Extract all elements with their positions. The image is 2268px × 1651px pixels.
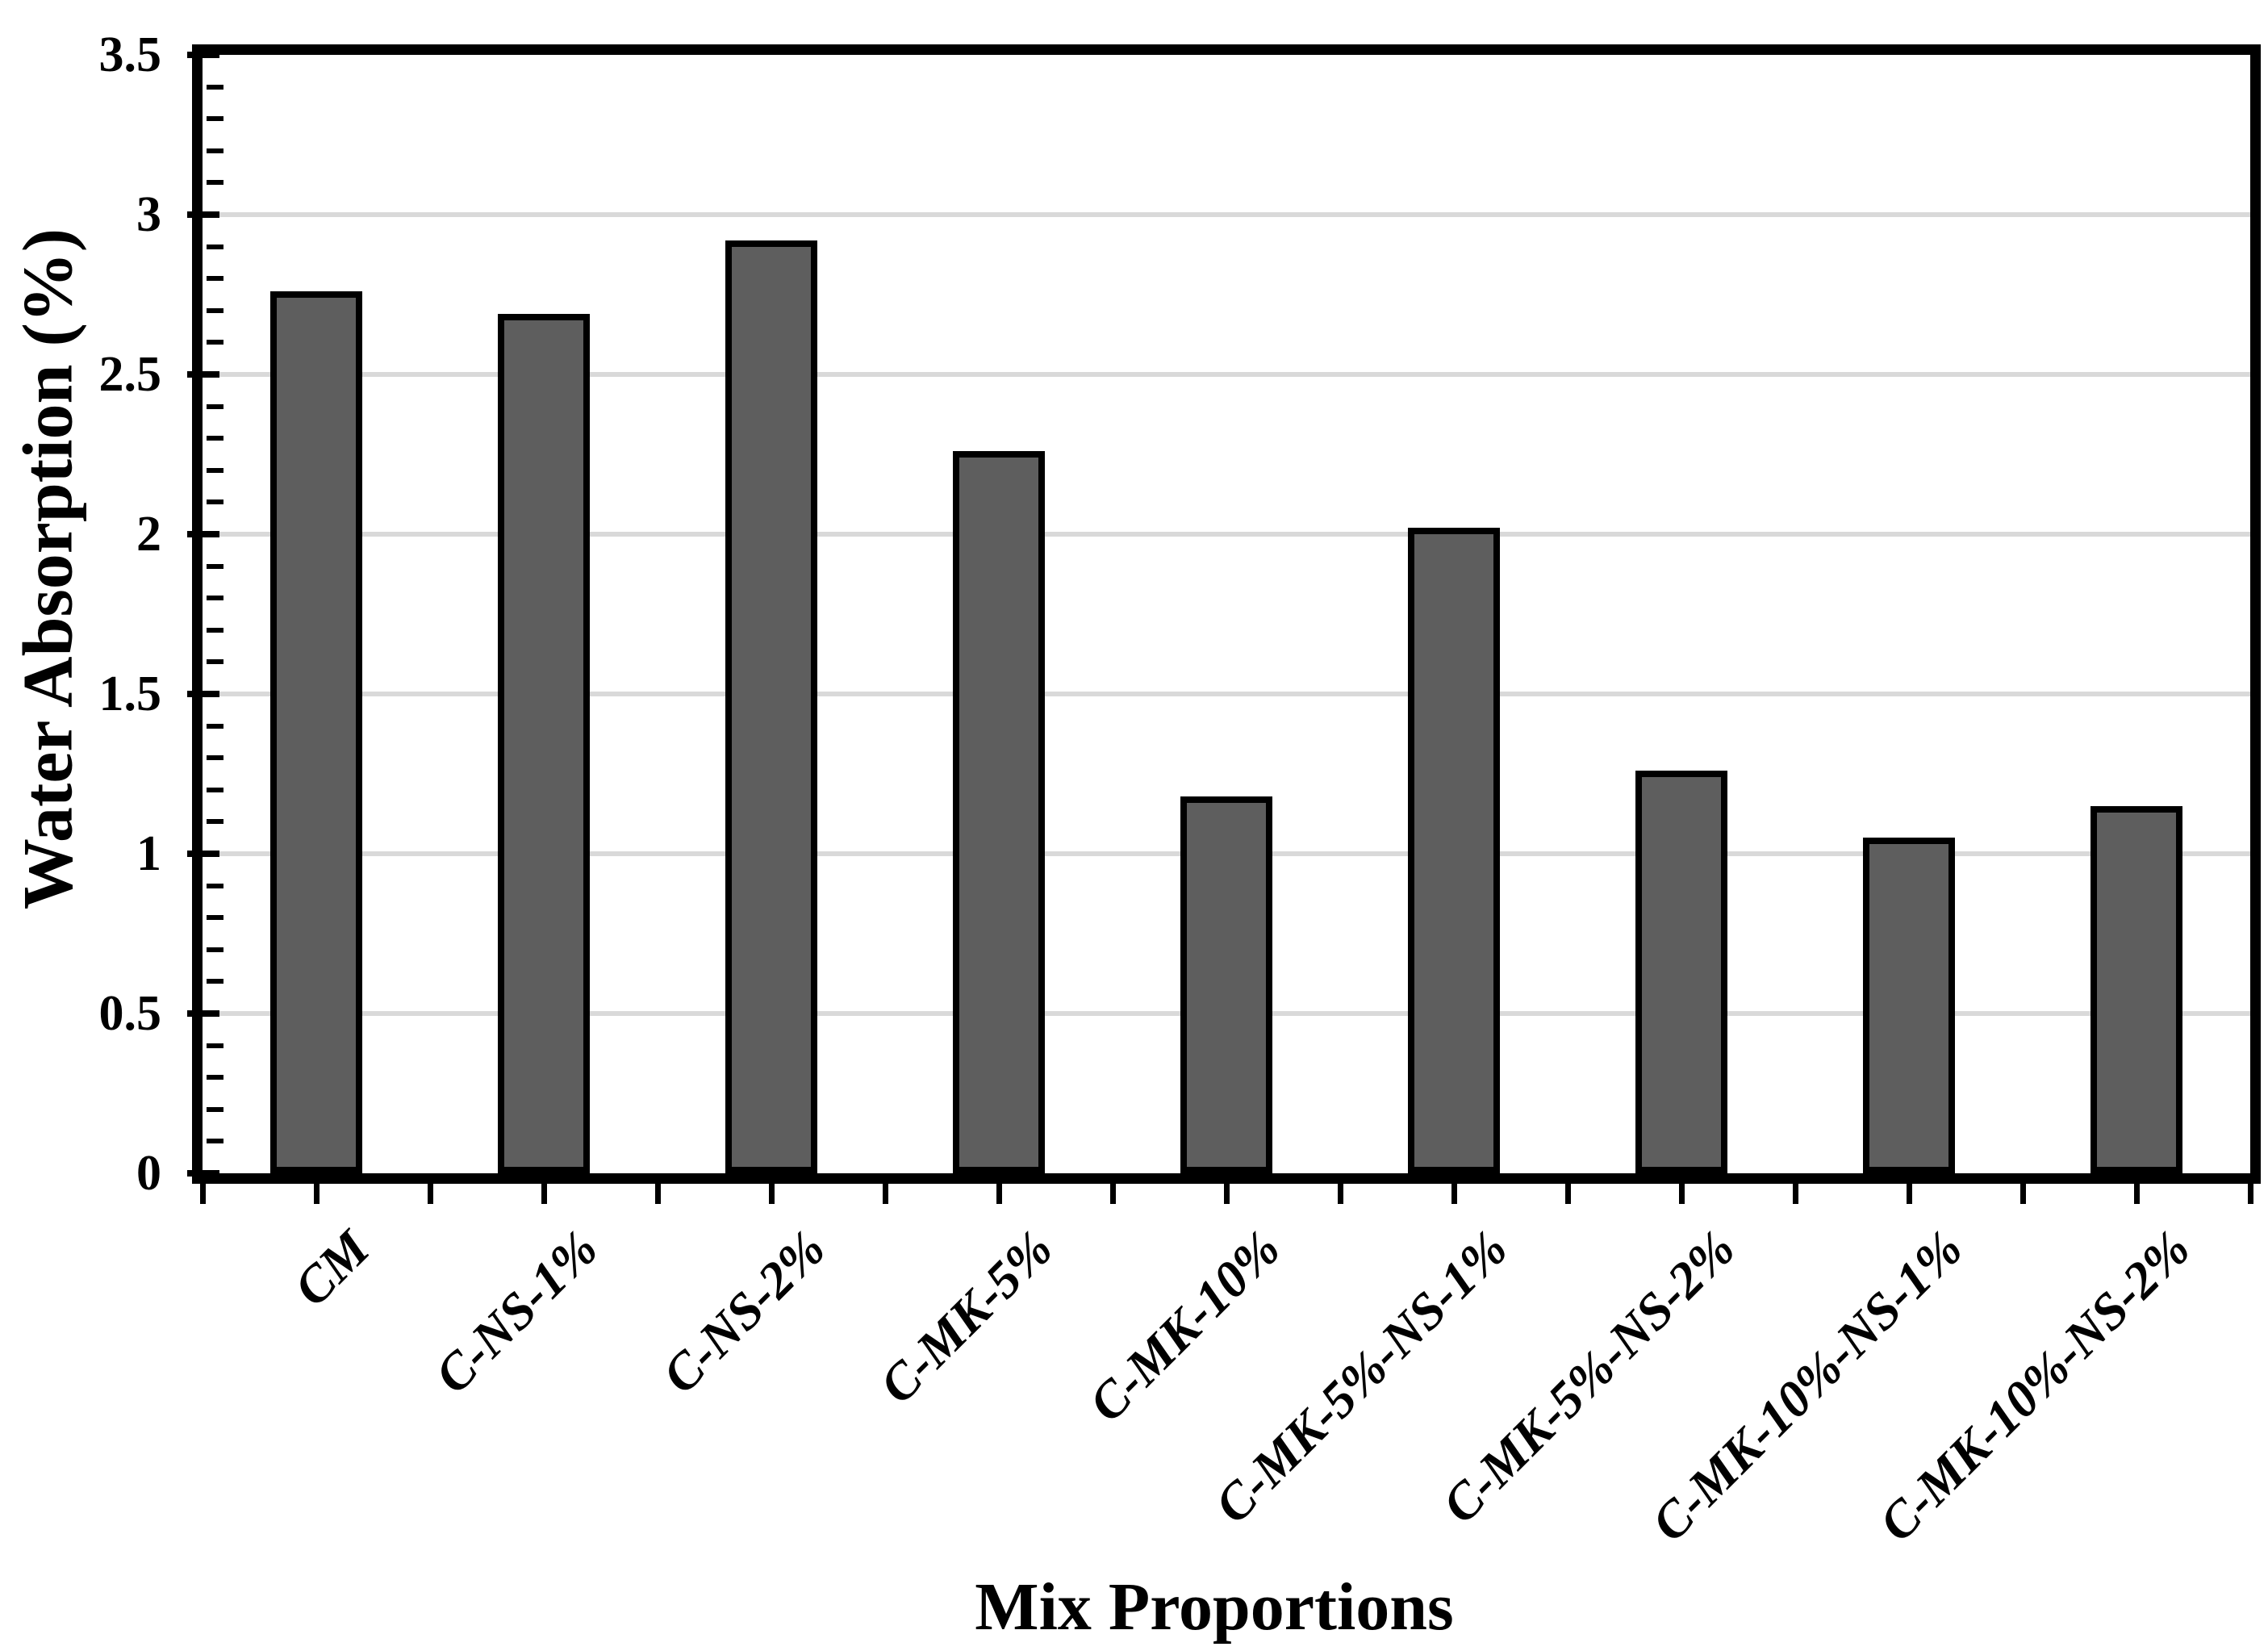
x-category-label-C-MK-10%-NS-2%: C-MK-10%-NS-2% bbox=[1868, 1219, 2201, 1553]
x-axis-center-tick bbox=[1223, 1184, 1230, 1204]
x-category-label-CM: CM bbox=[282, 1219, 381, 1317]
y-axis-tick-label: 3 bbox=[136, 187, 161, 242]
x-axis-center-tick bbox=[313, 1184, 320, 1204]
x-axis-boundary-tick bbox=[1337, 1184, 1343, 1204]
x-category-label-C-MK-5%-NS-2%: C-MK-5%-NS-2% bbox=[1431, 1219, 1746, 1534]
x-axis-center-tick bbox=[768, 1184, 775, 1204]
x-axis-center-tick bbox=[541, 1184, 547, 1204]
y-axis-tick-label: 0 bbox=[136, 1146, 161, 1201]
x-axis-boundary-tick bbox=[2247, 1184, 2253, 1204]
x-category-label-C-NS-2%: C-NS-2% bbox=[650, 1219, 836, 1404]
x-axis-center-tick bbox=[1678, 1184, 1685, 1204]
plot-area-frame bbox=[192, 44, 2261, 1184]
x-axis-boundary-tick bbox=[2019, 1184, 2026, 1204]
x-category-label-C-MK-5%: C-MK-5% bbox=[868, 1219, 1063, 1415]
x-axis-boundary-tick bbox=[199, 1184, 206, 1204]
y-axis-tick-label: 2 bbox=[136, 507, 161, 562]
x-axis-center-tick bbox=[1451, 1184, 1457, 1204]
x-category-label-C-MK-10%-NS-1%: C-MK-10%-NS-1% bbox=[1640, 1219, 1974, 1553]
x-axis-boundary-tick bbox=[1109, 1184, 1116, 1204]
y-axis-tick-label: 1.5 bbox=[98, 667, 162, 721]
y-axis-tick-label: 3.5 bbox=[98, 27, 162, 82]
x-axis-boundary-tick bbox=[427, 1184, 433, 1204]
x-category-label-C-MK-5%-NS-1%: C-MK-5%-NS-1% bbox=[1203, 1219, 1518, 1534]
y-axis-title: Water Absorption (%) bbox=[9, 228, 88, 910]
x-axis-boundary-tick bbox=[1564, 1184, 1571, 1204]
x-axis-center-tick bbox=[1906, 1184, 1912, 1204]
x-category-label-C-NS-1%: C-NS-1% bbox=[423, 1219, 608, 1404]
x-axis-boundary-tick bbox=[654, 1184, 661, 1204]
x-axis-center-tick bbox=[996, 1184, 1002, 1204]
x-axis-boundary-tick bbox=[882, 1184, 888, 1204]
x-axis-boundary-tick bbox=[1792, 1184, 1798, 1204]
x-axis-title: Mix Proportions bbox=[975, 1569, 1454, 1645]
x-category-label-C-MK-10%: C-MK-10% bbox=[1077, 1219, 1291, 1433]
x-axis-center-tick bbox=[2133, 1184, 2140, 1204]
y-axis-tick-label: 0.5 bbox=[98, 986, 162, 1041]
y-axis-tick-label: 1 bbox=[136, 826, 161, 881]
y-axis-tick-label: 2.5 bbox=[98, 347, 162, 402]
